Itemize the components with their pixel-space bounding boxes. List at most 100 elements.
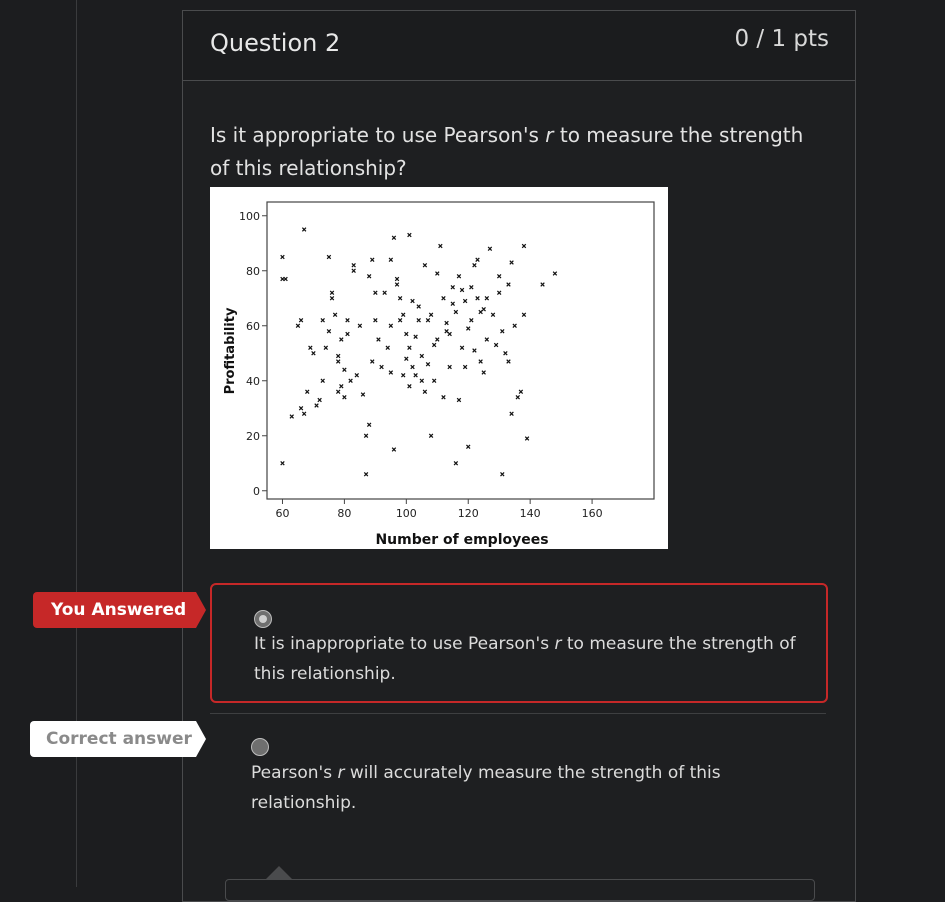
data-point [487, 246, 493, 251]
data-point [382, 290, 387, 295]
data-point [391, 447, 397, 452]
answer-text-r: r [554, 634, 562, 654]
data-point [484, 296, 490, 301]
answer-text: It is inappropriate to use Pearson's r t… [254, 629, 814, 689]
data-point [370, 359, 375, 364]
data-point [379, 364, 384, 370]
data-point [354, 373, 360, 378]
data-point [431, 342, 437, 348]
data-point [329, 296, 335, 301]
data-point [404, 356, 409, 361]
data-point [335, 389, 341, 394]
data-point [283, 276, 288, 282]
data-point [540, 282, 545, 287]
data-point [435, 271, 440, 276]
data-point [298, 406, 304, 411]
data-point [428, 433, 434, 438]
scatter-plot-image: 60 80 100 120 140 160 0 20 40 60 80 100 Number of e… [210, 187, 668, 549]
x-tick-label: 80 [337, 507, 351, 520]
data-point [450, 285, 455, 290]
data-point [469, 318, 474, 323]
data-point [280, 461, 285, 466]
data-point [456, 397, 462, 403]
x-tick-label: 120 [458, 507, 479, 520]
data-point [462, 298, 468, 304]
y-tick-label: 20 [246, 430, 260, 443]
data-point [475, 296, 480, 301]
data-point [419, 378, 425, 383]
data-point [493, 342, 499, 348]
data-point [512, 323, 517, 328]
question-text-r: r [545, 123, 554, 147]
data-point [509, 411, 514, 416]
data-point [366, 422, 372, 427]
data-point [280, 254, 285, 260]
question-text: Is it appropriate to use Pearson's r to … [210, 119, 820, 185]
data-point [456, 274, 462, 279]
data-point [305, 389, 310, 394]
data-point [376, 337, 381, 342]
data-point [317, 397, 322, 403]
data-point [496, 274, 502, 279]
answer-text-part: It is inappropriate to use Pearson's [254, 634, 555, 654]
data-point [447, 331, 452, 337]
data-point [289, 414, 294, 419]
data-point [394, 282, 400, 287]
x-tick-label: 160 [582, 507, 603, 520]
data-point [425, 318, 431, 323]
data-point [360, 392, 366, 397]
data-point [345, 331, 350, 337]
data-point [345, 318, 350, 323]
question-header: Question 2 0 / 1 pts [183, 11, 855, 81]
data-point [329, 290, 335, 295]
data-point [388, 257, 394, 262]
comment-box-pointer [266, 866, 292, 879]
answer-option-correct[interactable]: Pearson's r will accurately measure the … [210, 713, 826, 844]
data-point [425, 362, 431, 367]
data-point [444, 320, 449, 326]
data-point [453, 309, 459, 315]
data-point [363, 472, 369, 477]
data-point [410, 364, 415, 370]
data-point [397, 296, 403, 301]
data-point [450, 301, 455, 306]
correct-answer-tag: Correct answer [30, 721, 206, 757]
data-point [431, 378, 437, 383]
data-point [311, 351, 316, 356]
radio-button-selected[interactable] [254, 610, 272, 628]
data-point [419, 353, 425, 359]
data-point [370, 257, 375, 262]
answer-text-part: will accurately measure the strength of … [251, 763, 721, 813]
question-text-part: to measure the strength of this relation… [210, 123, 804, 180]
answer-option-selected[interactable]: It is inappropriate to use Pearson's r t… [210, 583, 828, 703]
data-point [521, 312, 527, 317]
data-point [400, 373, 406, 378]
data-point [506, 282, 511, 287]
data-point [422, 263, 428, 268]
data-point [481, 370, 486, 375]
data-point [323, 345, 329, 350]
radio-button[interactable] [251, 738, 269, 756]
data-point [366, 274, 372, 279]
data-point [397, 318, 403, 323]
data-point [518, 389, 524, 394]
data-point [459, 287, 465, 293]
left-rail-divider [76, 0, 77, 887]
data-point [314, 403, 319, 408]
y-tick-label: 60 [246, 320, 260, 333]
data-point [388, 323, 394, 328]
data-point [447, 364, 452, 370]
data-point [373, 318, 378, 323]
answer-text-part: Pearson's [251, 763, 338, 783]
data-point [351, 268, 356, 273]
data-point [500, 472, 505, 477]
data-point [500, 329, 505, 334]
data-point [472, 348, 477, 353]
data-point [320, 378, 325, 383]
data-point [320, 318, 325, 323]
data-point [373, 290, 378, 295]
data-point [357, 323, 363, 328]
data-point [400, 312, 406, 317]
data-point [342, 367, 347, 372]
data-point [407, 345, 412, 350]
